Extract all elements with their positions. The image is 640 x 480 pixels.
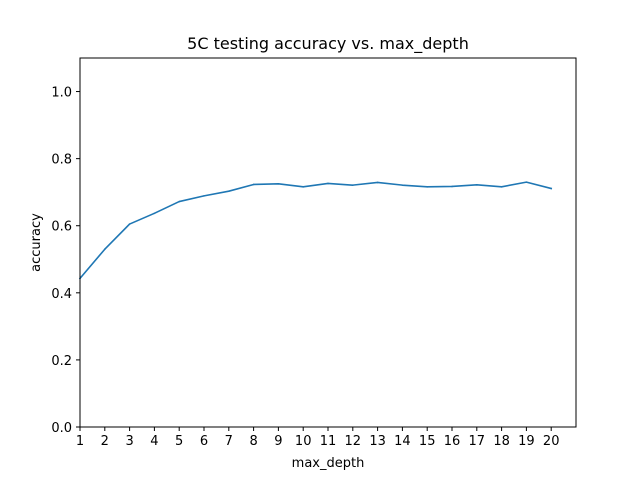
x-tick-label: 10 — [295, 434, 312, 449]
chart-title: 5C testing accuracy vs. max_depth — [187, 34, 469, 54]
data-point — [327, 182, 329, 185]
data-point — [252, 183, 255, 186]
x-tick-label: 16 — [444, 434, 461, 449]
y-tick-label: 0.0 — [51, 421, 72, 436]
y-tick-label: 1.0 — [51, 86, 72, 101]
x-tick-label: 14 — [394, 434, 411, 449]
x-tick-label: 17 — [469, 434, 486, 449]
data-point — [228, 190, 230, 192]
data-point — [153, 212, 156, 215]
x-tick-label: 3 — [125, 434, 133, 449]
x-tick-label: 6 — [200, 434, 208, 449]
data-point — [550, 187, 552, 190]
x-tick-label: 12 — [345, 434, 362, 449]
data-point — [128, 223, 131, 225]
x-tick-label: 5 — [175, 434, 183, 449]
data-point — [277, 182, 280, 185]
series-layer — [78, 181, 553, 280]
x-tick-label: 4 — [150, 434, 158, 449]
y-tick-label: 0.8 — [51, 153, 72, 168]
y-axis-label: accuracy — [29, 213, 44, 272]
x-tick-label: 11 — [320, 434, 337, 449]
x-tick-label: 8 — [249, 434, 257, 449]
data-point — [451, 185, 453, 188]
x-tick-label: 1 — [76, 434, 84, 449]
x-tick-label: 18 — [493, 434, 510, 449]
x-axis-ticks: 1 2 3 4 5 6 7 8 9 10 11 12 13 14 15 16 17 18 19 20 — [76, 427, 560, 449]
y-tick-label: 0.4 — [51, 287, 72, 302]
y-tick-label: 0.2 — [51, 354, 72, 369]
data-point — [401, 184, 404, 186]
x-tick-label: 20 — [543, 434, 560, 449]
x-tick-label: 2 — [101, 434, 109, 449]
data-point — [104, 248, 106, 251]
data-point — [476, 184, 478, 186]
data-point — [525, 181, 528, 183]
x-tick-label: 9 — [274, 434, 282, 449]
x-tick-label: 15 — [419, 434, 436, 449]
data-point — [426, 186, 429, 188]
data-point — [376, 181, 379, 184]
data-point — [352, 184, 354, 186]
data-point — [203, 195, 205, 197]
x-axis-label: max_depth — [292, 456, 365, 471]
y-tick-label: 0.6 — [51, 220, 72, 235]
x-tick-label: 7 — [225, 434, 233, 449]
data-point — [302, 186, 305, 188]
x-tick-label: 13 — [369, 434, 386, 449]
series-line — [78, 181, 553, 280]
y-axis-ticks: 0.0 0.2 0.4 0.6 0.8 1.0 — [51, 86, 80, 436]
x-tick-label: 19 — [518, 434, 535, 449]
data-point — [178, 200, 180, 203]
data-point — [500, 186, 503, 188]
